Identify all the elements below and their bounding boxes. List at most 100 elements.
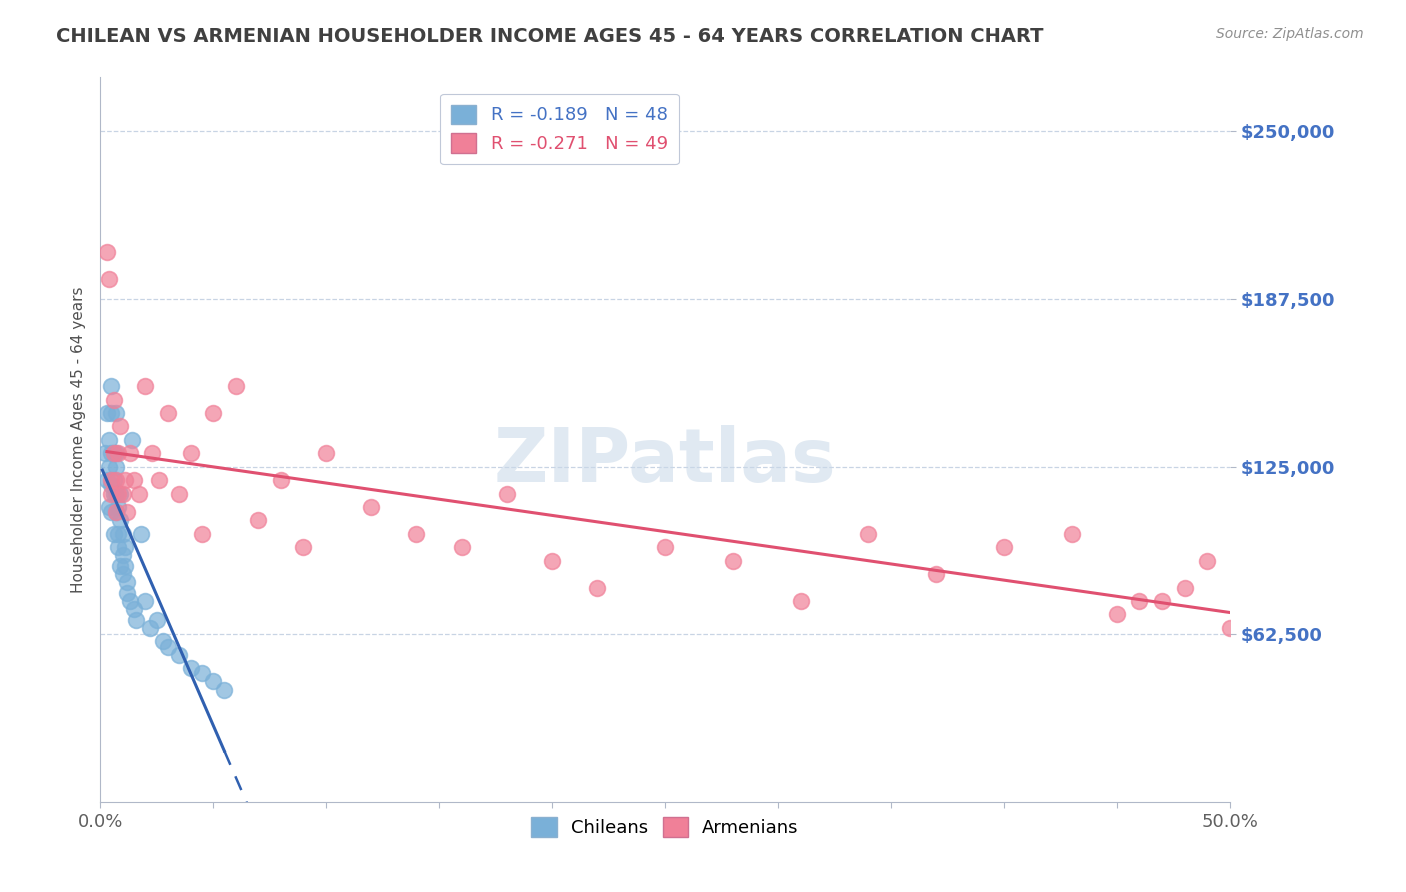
Point xyxy=(100,379,122,393)
Point xyxy=(111,567,134,582)
Point xyxy=(225,379,247,393)
Point xyxy=(586,581,609,595)
Point xyxy=(167,648,190,662)
Point xyxy=(115,575,138,590)
Point xyxy=(111,486,134,500)
Point xyxy=(141,446,163,460)
Point xyxy=(114,559,136,574)
Point xyxy=(100,478,122,492)
Point xyxy=(152,634,174,648)
Point xyxy=(115,505,138,519)
Point xyxy=(107,446,129,460)
Point xyxy=(179,661,201,675)
Point xyxy=(103,446,125,460)
Point xyxy=(104,459,127,474)
Point xyxy=(191,526,214,541)
Point xyxy=(107,500,129,514)
Point xyxy=(104,473,127,487)
Point xyxy=(103,473,125,487)
Point xyxy=(179,446,201,460)
Point xyxy=(315,446,337,460)
Point xyxy=(654,540,676,554)
Point xyxy=(103,446,125,460)
Point xyxy=(100,505,122,519)
Point xyxy=(167,486,190,500)
Point xyxy=(118,446,141,460)
Point xyxy=(125,613,148,627)
Point xyxy=(115,586,138,600)
Point xyxy=(110,419,132,434)
Text: CHILEAN VS ARMENIAN HOUSEHOLDER INCOME AGES 45 - 64 YEARS CORRELATION CHART: CHILEAN VS ARMENIAN HOUSEHOLDER INCOME A… xyxy=(56,27,1043,45)
Point xyxy=(100,473,122,487)
Point xyxy=(110,486,132,500)
Point xyxy=(925,567,948,582)
Point xyxy=(103,392,125,407)
Point xyxy=(360,500,382,514)
Point xyxy=(1219,621,1241,635)
Point xyxy=(1128,594,1150,608)
Legend: Chileans, Armenians: Chileans, Armenians xyxy=(524,810,806,844)
Point xyxy=(541,554,564,568)
Point xyxy=(118,594,141,608)
Point xyxy=(156,406,179,420)
Text: ZIPatlas: ZIPatlas xyxy=(494,425,837,498)
Point xyxy=(107,526,129,541)
Point xyxy=(121,433,143,447)
Point xyxy=(202,674,225,689)
Point xyxy=(270,473,292,487)
Point xyxy=(100,446,122,460)
Point xyxy=(100,486,122,500)
Point xyxy=(405,526,427,541)
Point xyxy=(98,272,121,286)
Point xyxy=(96,244,118,259)
Point xyxy=(100,406,122,420)
Point xyxy=(129,526,152,541)
Point xyxy=(122,602,145,616)
Point xyxy=(993,540,1015,554)
Point xyxy=(1174,581,1197,595)
Point xyxy=(104,406,127,420)
Point xyxy=(111,549,134,563)
Point xyxy=(98,433,121,447)
Point xyxy=(122,473,145,487)
Point xyxy=(156,640,179,654)
Point xyxy=(107,540,129,554)
Point xyxy=(128,486,150,500)
Point xyxy=(858,526,880,541)
Point xyxy=(114,473,136,487)
Point xyxy=(202,406,225,420)
Point xyxy=(107,486,129,500)
Point xyxy=(134,379,156,393)
Point xyxy=(1105,607,1128,622)
Point xyxy=(134,594,156,608)
Y-axis label: Householder Income Ages 45 - 64 years: Householder Income Ages 45 - 64 years xyxy=(72,286,86,593)
Point xyxy=(111,526,134,541)
Point xyxy=(104,446,127,460)
Point xyxy=(96,473,118,487)
Point xyxy=(247,513,270,527)
Point xyxy=(98,459,121,474)
Point xyxy=(1060,526,1083,541)
Point xyxy=(191,666,214,681)
Point xyxy=(495,486,517,500)
Point xyxy=(1197,554,1219,568)
Point xyxy=(96,406,118,420)
Text: Source: ZipAtlas.com: Source: ZipAtlas.com xyxy=(1216,27,1364,41)
Point xyxy=(110,559,132,574)
Point xyxy=(103,526,125,541)
Point xyxy=(104,505,127,519)
Point xyxy=(104,486,127,500)
Point xyxy=(1152,594,1174,608)
Point xyxy=(145,613,167,627)
Point xyxy=(292,540,315,554)
Point xyxy=(104,505,127,519)
Point xyxy=(103,486,125,500)
Point xyxy=(93,446,115,460)
Point xyxy=(450,540,472,554)
Point xyxy=(789,594,811,608)
Point xyxy=(214,682,236,697)
Point xyxy=(721,554,744,568)
Point xyxy=(148,473,170,487)
Point xyxy=(114,540,136,554)
Point xyxy=(139,621,162,635)
